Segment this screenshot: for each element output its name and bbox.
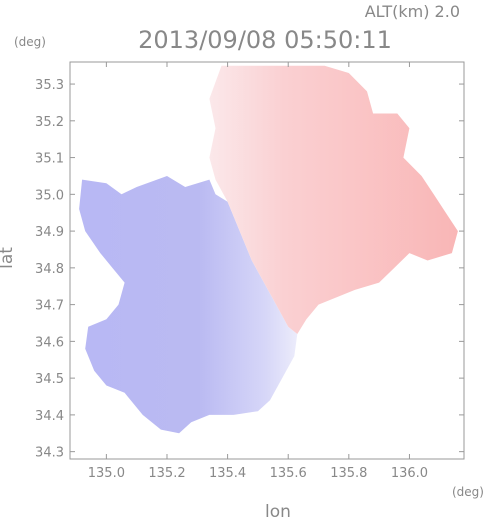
- y-tick-label: 35.1: [35, 152, 64, 167]
- x-axis-label: lon: [265, 502, 291, 521]
- x-tick-label: 135.8: [330, 466, 367, 481]
- y-tick-label: 34.5: [35, 372, 64, 387]
- y-tick-label: 34.4: [35, 409, 64, 424]
- x-tick-label: 135.4: [209, 466, 246, 481]
- y-tick-label: 34.8: [35, 262, 64, 277]
- x-tick-label: 135.0: [88, 466, 125, 481]
- negative-velocity-region: [79, 176, 298, 434]
- y-axis: 34.3 34.4 34.5 34.6 34.7 34.8 34.9 35.0 35.1 35.2…: [35, 78, 464, 461]
- x-axis: 135.0 135.2 135.4 135.6 135.8 136.0: [88, 62, 428, 481]
- y-tick-label: 35.2: [35, 115, 64, 130]
- plot-frame: [69, 61, 465, 460]
- chart-title: 2013/09/08 05:50:11: [138, 26, 392, 54]
- x-tick-label: 135.6: [270, 466, 307, 481]
- x-tick-label: 136.0: [391, 466, 428, 481]
- y-axis-label: lat: [0, 247, 17, 269]
- x-axis-unit: (deg): [452, 485, 484, 499]
- y-tick-label: 35.3: [35, 78, 64, 93]
- plot-area: 135.0 135.2 135.4 135.6 135.8 136.0 34.334.43…: [35, 61, 465, 481]
- positive-velocity-region: [209, 65, 458, 334]
- y-axis-unit: (deg): [14, 35, 46, 49]
- y-tick-label: 34.9: [35, 225, 64, 240]
- y-tick-label: 35.0: [35, 188, 64, 203]
- y-tick-label: 34.6: [35, 335, 64, 350]
- y-tick-label: 34.3: [35, 446, 64, 461]
- x-tick-label: 135.2: [148, 466, 185, 481]
- altitude-label: ALT(km) 2.0: [365, 2, 460, 21]
- y-tick-label: 34.7: [35, 299, 64, 314]
